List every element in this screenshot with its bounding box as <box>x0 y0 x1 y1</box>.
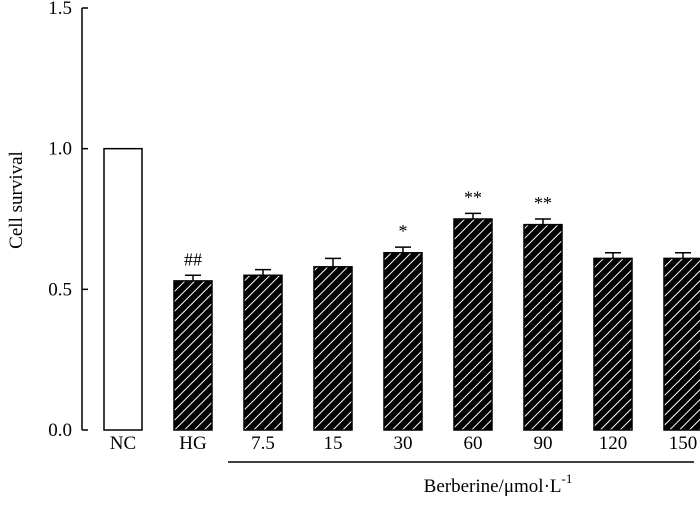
y-tick-label: 0.0 <box>48 420 72 441</box>
y-tick-label: 1.5 <box>48 0 72 19</box>
labels-group: 0.0 0.5 1.0 1.5 NC ## HG 7.5 15 * 30 ** 60 ** 90 120 150 <box>48 0 697 454</box>
y-axis-title: Cell survival <box>6 151 27 249</box>
bar-60 <box>453 218 493 431</box>
x-group-label-superscript: -1 <box>562 471 573 486</box>
x-tick-label: NC <box>110 433 136 454</box>
significance-marker: * <box>399 221 408 241</box>
axes <box>81 7 694 463</box>
x-tick-label: 30 <box>394 433 413 454</box>
x-tick-label: HG <box>179 433 207 454</box>
bars-group <box>103 147 700 431</box>
bar-120 <box>593 257 633 431</box>
significance-marker: ## <box>184 249 202 269</box>
bar-NC <box>103 147 143 431</box>
x-tick-label: 90 <box>534 433 553 454</box>
significance-marker: ** <box>534 193 552 213</box>
x-group-label-text: Berberine/μmol·L <box>424 476 562 497</box>
bar-HG <box>173 280 213 431</box>
y-tick-label: 0.5 <box>48 279 72 300</box>
significance-marker: ** <box>464 187 482 207</box>
x-tick-label: 15 <box>324 433 343 454</box>
x-tick-label: 60 <box>464 433 483 454</box>
bar-150 <box>663 257 700 431</box>
bar-30 <box>383 252 423 431</box>
bar-15 <box>313 266 353 431</box>
y-tick-label: 1.0 <box>48 139 72 160</box>
x-tick-label: 150 <box>669 433 698 454</box>
bar-7.5 <box>243 274 283 431</box>
x-tick-label: 7.5 <box>251 433 275 454</box>
x-tick-label: 120 <box>599 433 628 454</box>
bar-90 <box>523 223 563 431</box>
x-group-label: Berberine/μmol·L-1 <box>424 471 573 497</box>
